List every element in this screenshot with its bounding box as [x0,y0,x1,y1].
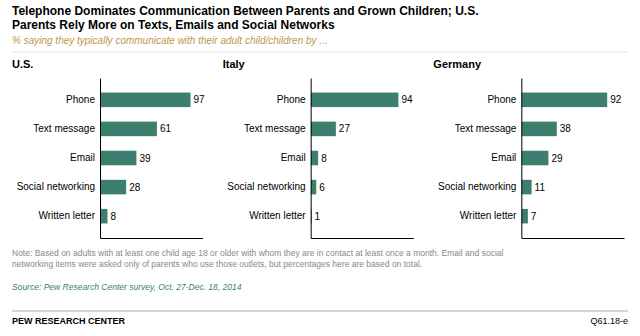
tick-label: Phone [277,94,306,105]
background [0,0,640,336]
tick: Phone [66,94,95,105]
tick-label: Email [70,152,95,163]
bar [100,151,136,166]
bar [100,93,191,108]
tick: Written letter [39,210,96,221]
data-label: 92 [610,94,622,105]
tick-label: Email [491,152,516,163]
tick: Text message [33,123,95,134]
tick-label: Phone [487,94,516,105]
tick-label: Social networking [438,181,516,192]
data-label: 94 [401,94,413,105]
bar [521,151,548,166]
separator [12,52,628,53]
source: Source: Pew Research Center survey, Oct.… [12,282,242,292]
tick-label: Social networking [227,181,305,192]
tick: Social networking [17,181,95,192]
y-axis-line [521,79,522,239]
note: Note: Based on adults with at least one … [12,248,504,258]
data-label: 39 [139,153,151,164]
tick: Phone [487,94,516,105]
data-labels: 94 27 8 6 1 [315,94,413,221]
data-label: 97 [194,94,206,105]
tick: Text message [455,123,517,134]
footer: Q61.18-e [590,316,628,326]
panel: U.S. 97 61 39 28 8 Phone Text message Email Socia… [12,58,205,239]
y-axis: Phone Text message Email Social networking W… [438,79,522,239]
data-label: 8 [321,153,327,164]
tick: Text message [244,123,306,134]
bar [100,209,107,224]
note: networking items were asked only of pare… [12,259,422,269]
title: Telephone Dominates Communication Betwee… [12,4,479,18]
tick: Social networking [227,181,305,192]
y-axis-line [100,79,101,239]
data-label: 61 [160,123,172,134]
y-axis: Phone Text message Email Social networking W… [17,79,101,239]
data-label: 27 [339,123,351,134]
data-label: 38 [560,123,572,134]
tick: Email [281,152,306,163]
bar [311,93,399,108]
data-label: 11 [535,182,546,193]
tick-label: Written letter [39,210,96,221]
bar [521,93,607,108]
data-label: 6 [319,182,325,193]
bar [521,122,556,137]
x-axis [101,238,204,239]
x-axis-line [522,238,625,239]
separator [12,311,628,312]
tick-label: Text message [33,123,95,134]
bar [311,122,336,137]
chart: Telephone Dominates Communication Betwee… [0,0,640,336]
tick: Email [491,152,516,163]
panel-title: Germany [433,58,482,70]
x-axis [311,238,414,239]
data-labels: 97 61 39 28 8 [110,94,205,221]
data-label: 8 [110,211,116,222]
bars [521,93,607,224]
bars [100,93,191,224]
title: Parents Rely More on Texts, Emails and S… [12,18,335,32]
tick-label: Written letter [460,210,517,221]
bar [100,122,157,137]
data-labels: 92 38 29 11 7 [531,94,622,221]
footer: PEW RESEARCH CENTER [12,316,126,326]
y-axis-line [311,79,312,239]
tick: Phone [277,94,306,105]
data-label: 7 [531,211,537,222]
tick-label: Text message [455,123,517,134]
tick-label: Text message [244,123,306,134]
panel: Germany 92 38 29 11 7 Phone Text message Email So… [433,58,624,239]
bar [100,180,126,195]
tick: Email [70,152,95,163]
data-label: 1 [315,211,321,222]
tick: Social networking [438,181,516,192]
panel: Italy 94 27 8 6 1 Phone Text message Email Social… [223,58,414,239]
tick: Written letter [249,210,306,221]
bar [311,151,318,166]
bars [311,93,399,224]
y-axis: Phone Text message Email Social networking W… [227,79,311,239]
panel-title: Italy [223,58,246,70]
x-axis-line [101,238,204,239]
tick-label: Written letter [249,210,306,221]
data-label: 28 [129,182,141,193]
x-axis [522,238,625,239]
tick-label: Social networking [17,181,95,192]
tick-label: Phone [66,94,95,105]
subtitle: % saying they typically communicate with… [12,35,328,46]
data-label: 29 [551,153,563,164]
x-axis-line [311,238,414,239]
bar [521,180,531,195]
tick: Written letter [460,210,517,221]
panel-title: U.S. [12,58,33,70]
tick-label: Email [281,152,306,163]
